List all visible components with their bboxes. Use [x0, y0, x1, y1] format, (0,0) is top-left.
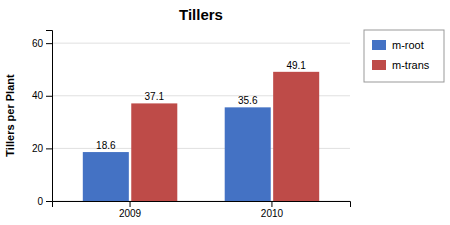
- bars: [83, 72, 319, 201]
- y-axis-line: [46, 31, 53, 202]
- legend-swatch: [372, 40, 386, 50]
- grid: [52, 43, 350, 201]
- y-tick-mark: [46, 43, 52, 44]
- y-tick: 60: [32, 38, 52, 49]
- y-axis-label: Tillers per Plant: [4, 74, 16, 157]
- y-tick-mark: [46, 96, 52, 97]
- y-tick-label: 20: [32, 143, 44, 154]
- legend-label: m-trans: [392, 59, 430, 71]
- y-tick-label: 40: [32, 90, 44, 101]
- legend-swatch: [372, 60, 386, 70]
- grid-line: [52, 43, 350, 44]
- y-tick-mark: [46, 201, 52, 202]
- legend-frame: [364, 30, 444, 82]
- y-tick-label: 60: [32, 38, 44, 49]
- data-label: 35.6: [238, 95, 258, 106]
- legend-item: m-trans: [372, 59, 430, 71]
- legend-item: m-root: [372, 39, 424, 51]
- x-tick-label: 2009: [119, 208, 142, 219]
- y-tick: 0: [37, 196, 52, 207]
- data-labels: 18.6 35.6 37.1 49.1: [96, 60, 306, 151]
- x-axis: 2009 2010: [53, 201, 351, 219]
- legend: m-root m-trans: [364, 30, 444, 82]
- x-axis-line: [53, 202, 351, 208]
- x-tick-mark: [271, 201, 272, 207]
- y-tick: 20: [32, 143, 52, 154]
- bar: [273, 72, 319, 201]
- data-label: 18.6: [96, 140, 116, 151]
- bar: [131, 103, 177, 201]
- y-tick-mark: [46, 148, 52, 149]
- chart-svg: 18.6 35.6 37.1 49.1 0 20 40 60 2009 2010 Tillers Ti…: [0, 0, 450, 225]
- y-axis: 0 20 40 60: [32, 31, 53, 207]
- x-tick-label: 2010: [261, 208, 284, 219]
- data-label: 37.1: [145, 91, 165, 102]
- bar: [83, 152, 129, 201]
- x-tick: 2009: [119, 201, 142, 219]
- plot-area: 18.6 35.6 37.1 49.1 0 20 40 60 2009 2010: [32, 31, 351, 220]
- data-label: 49.1: [286, 60, 306, 71]
- legend-label: m-root: [392, 39, 424, 51]
- bar: [225, 107, 271, 201]
- y-tick-label: 0: [37, 196, 43, 207]
- x-tick-mark: [130, 201, 131, 207]
- title: Tillers: [179, 6, 223, 23]
- x-tick: 2010: [261, 201, 284, 219]
- chart-container: 18.6 35.6 37.1 49.1 0 20 40 60 2009 2010 Tillers Ti…: [0, 0, 450, 225]
- y-tick: 40: [32, 90, 52, 101]
